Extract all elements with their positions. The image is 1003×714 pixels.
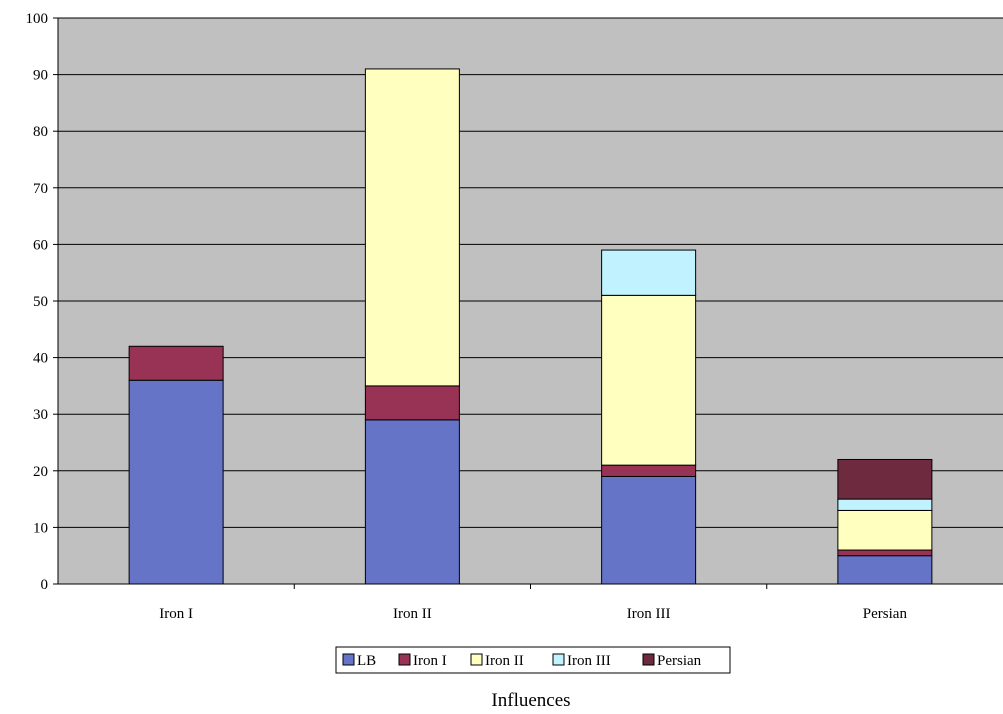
bar-segment-iron-ii-iron-ii: [364, 68, 460, 387]
y-tick-label: 70: [33, 181, 48, 197]
legend-label: Iron III: [567, 653, 611, 669]
bar-segment-iron-iii-persian: [837, 498, 933, 511]
x-axis-title: Influences: [491, 690, 570, 711]
x-tick-label: Iron III: [627, 606, 671, 622]
bar-segment-lb-iron-iii: [601, 475, 697, 585]
y-tick-label: 90: [33, 68, 48, 84]
x-tick-labels: Iron I Iron II Iron III Persian: [159, 584, 907, 622]
y-tick-label: 100: [26, 11, 49, 27]
x-tick-label: Iron I: [159, 606, 193, 622]
bar-segment-iron-i-persian: [837, 549, 933, 557]
x-tick-label: Persian: [863, 606, 908, 622]
legend-swatch: [642, 653, 655, 666]
bar-segment-persian-persian: [837, 458, 933, 500]
bar-segment-iron-i-iron-ii: [364, 385, 460, 421]
y-tick-label: 30: [33, 407, 48, 423]
bar-segment-lb-iron-i: [128, 379, 224, 585]
bar-segment-iron-iii-iron-iii: [601, 249, 697, 296]
y-tick-label: 80: [33, 124, 48, 140]
legend-swatch: [342, 653, 355, 666]
y-tick-label: 10: [33, 520, 48, 536]
legend-swatch: [552, 653, 565, 666]
legend: LB Iron I Iron II Iron III Persian: [335, 646, 731, 674]
bar-segment-iron-i-iron-i: [128, 345, 224, 381]
legend-label: LB: [357, 653, 376, 669]
legend-items: LB Iron I Iron II Iron III Persian: [342, 653, 702, 669]
bar-segment-lb-persian: [837, 555, 933, 585]
legend-label: Iron II: [485, 653, 524, 669]
y-tick-label: 40: [33, 351, 48, 367]
bar-segment-iron-i-iron-iii: [601, 464, 697, 477]
y-tick-label: 50: [33, 294, 48, 310]
y-tick-label: 0: [41, 577, 49, 593]
bars: [128, 68, 933, 585]
y-tick-label: 60: [33, 237, 48, 253]
legend-swatch: [470, 653, 483, 666]
bar-segment-iron-ii-iron-iii: [601, 294, 697, 466]
legend-label: Persian: [657, 653, 702, 669]
legend-swatch: [398, 653, 411, 666]
bar-segment-iron-ii-persian: [837, 509, 933, 551]
y-tick-labels: 0 10 20 30 40 50 60 70 80 90 100: [26, 11, 58, 593]
bar-segment-lb-iron-ii: [364, 419, 460, 585]
x-tick-label: Iron II: [393, 606, 432, 622]
y-tick-label: 20: [33, 464, 48, 480]
legend-label: Iron I: [413, 653, 447, 669]
